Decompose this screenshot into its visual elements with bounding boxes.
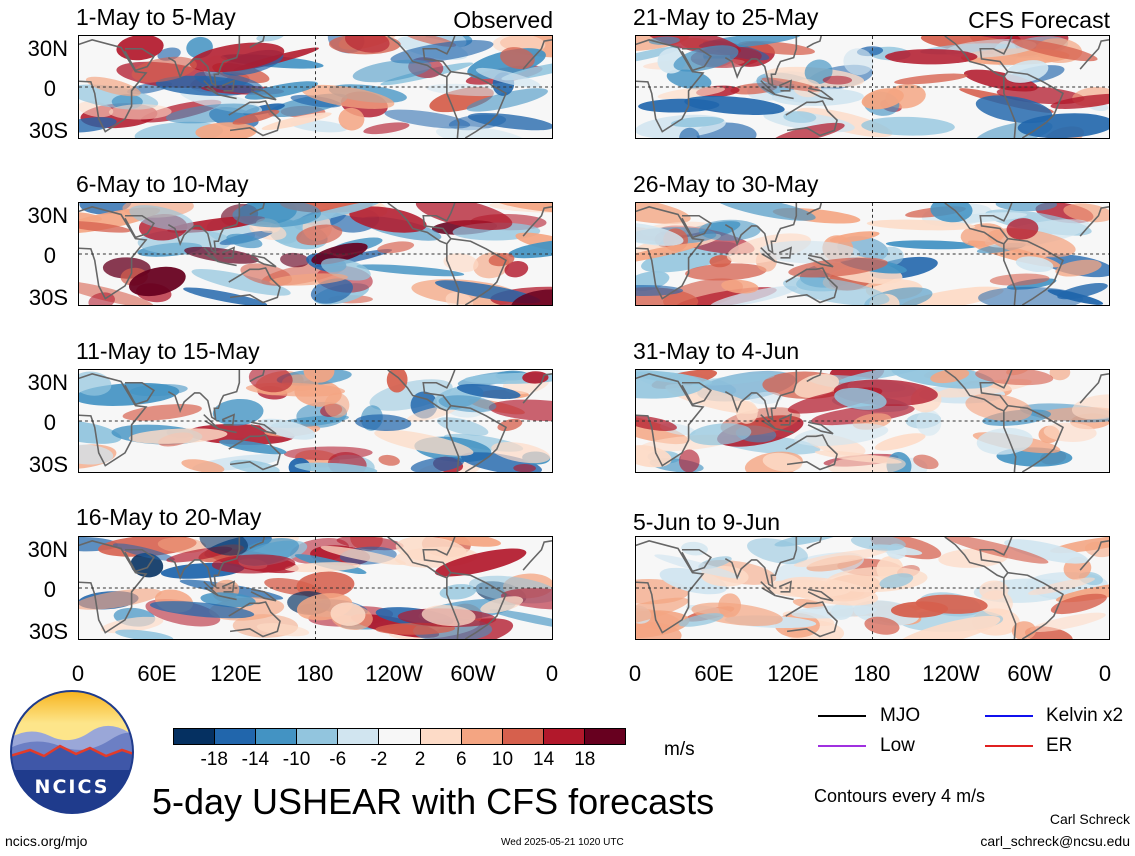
anomaly-map	[79, 36, 552, 138]
colorbar-tick-label: 18	[574, 749, 596, 770]
x-tick-label: 120E	[210, 661, 262, 686]
map-panel	[78, 202, 553, 306]
y-tick-label: 30S	[28, 619, 68, 644]
legend-label: MJO	[880, 705, 921, 726]
x-tick-label: 60W	[1007, 661, 1053, 686]
logo-text: NCICS	[34, 776, 110, 798]
anomaly-map	[79, 537, 552, 639]
colorbar-tick-label: 14	[533, 749, 555, 770]
legend-label: ER	[1046, 735, 1073, 756]
colorbar-swatch	[174, 729, 215, 744]
x-tick-label: 180	[296, 661, 334, 686]
colorbar-tick-label: -6	[329, 749, 347, 770]
panel-title: 6-May to 10-May	[76, 171, 249, 197]
colorbar-tick-label: -18	[200, 749, 228, 770]
anomaly-map	[79, 203, 552, 305]
x-tick-label: 0	[545, 661, 559, 686]
colorbar-tick-label: -10	[282, 749, 311, 770]
colorbar-swatch	[214, 729, 256, 744]
legend-line-er	[985, 745, 1033, 747]
y-tick-label: 0	[43, 410, 56, 435]
map-panel	[635, 35, 1110, 139]
anomaly-map	[636, 36, 1109, 138]
map-panel	[635, 202, 1110, 306]
y-tick-label: 30S	[28, 285, 68, 310]
map-panel	[78, 35, 553, 139]
x-tick-label: 60E	[694, 661, 734, 686]
map-panel	[78, 536, 553, 640]
panel-title: 1-May to 5-May	[76, 4, 236, 30]
panel-title: 26-May to 30-May	[633, 171, 819, 197]
x-tick-label: 120E	[767, 661, 819, 686]
map-panel	[78, 369, 553, 473]
anomaly-map	[636, 370, 1109, 472]
panel-title: 31-May to 4-Jun	[633, 338, 800, 364]
legend-line-mjo	[818, 715, 866, 717]
colorbar-swatch	[255, 729, 297, 744]
y-tick-label: 30N	[27, 537, 68, 562]
x-tick-label: 0	[628, 661, 642, 686]
colorbar	[173, 728, 626, 745]
legend-label: Low	[880, 735, 915, 756]
y-tick-label: 0	[43, 577, 56, 602]
y-tick-label: 30N	[27, 203, 68, 228]
x-tick-label: 120W	[365, 661, 423, 686]
x-tick-label: 120W	[922, 661, 980, 686]
author: Carl Schreck	[1049, 811, 1130, 827]
map-panel	[635, 369, 1110, 473]
x-tick-label: 0	[1098, 661, 1112, 686]
colorbar-tick-label: -14	[241, 749, 270, 770]
colorbar-tick-label: 6	[455, 749, 467, 770]
main-title: 5-day USHEAR with CFS forecasts	[152, 781, 715, 822]
colorbar-swatch	[460, 729, 502, 744]
y-tick-label: 0	[43, 243, 56, 268]
colorbar-swatch	[501, 729, 543, 744]
colorbar-swatch	[378, 729, 420, 744]
colorbar-swatch	[419, 729, 461, 744]
anomaly-map	[636, 537, 1109, 639]
y-tick-label: 0	[43, 76, 56, 101]
legend-line-kelvin	[985, 715, 1033, 717]
legend-line-low	[818, 745, 866, 747]
y-tick-label: 30S	[28, 118, 68, 143]
y-tick-label: 30N	[27, 370, 68, 395]
colorbar-tick-label: 2	[414, 749, 426, 770]
colorbar-tick-label: -2	[370, 749, 388, 770]
contours-note: Contours every 4 m/s	[814, 786, 986, 806]
panel-title: 21-May to 25-May	[633, 4, 819, 30]
y-tick-label: 30N	[27, 36, 68, 61]
x-tick-label: 180	[853, 661, 891, 686]
ncics-logo: NCICS	[10, 690, 134, 814]
url-text: ncics.org/mjo	[5, 833, 88, 849]
panel-title: 11-May to 15-May	[76, 338, 260, 364]
x-tick-label: 60E	[137, 661, 177, 686]
colorbar-swatch	[542, 729, 584, 744]
x-tick-label: 60W	[450, 661, 496, 686]
y-tick-label: 30S	[28, 452, 68, 477]
colorbar-swatch	[337, 729, 379, 744]
email: carl_schreck@ncsu.edu	[980, 833, 1130, 849]
timestamp: Wed 2025-05-21 1020 UTC	[501, 837, 624, 848]
map-panel	[635, 536, 1110, 640]
anomaly-map	[79, 370, 552, 472]
legend-label: Kelvin x2	[1046, 705, 1124, 726]
panel-kind-label: Observed	[453, 7, 553, 33]
panel-title: 16-May to 20-May	[76, 504, 262, 530]
colorbar-unit: m/s	[664, 739, 695, 760]
panel-title: 5-Jun to 9-Jun	[633, 509, 781, 535]
anomaly-map	[636, 203, 1109, 305]
colorbar-swatch	[296, 729, 338, 744]
panel-kind-label: CFS Forecast	[968, 7, 1110, 33]
colorbar-tick-label: 10	[491, 749, 514, 770]
colorbar-swatch	[583, 729, 626, 744]
x-tick-label: 0	[71, 661, 85, 686]
